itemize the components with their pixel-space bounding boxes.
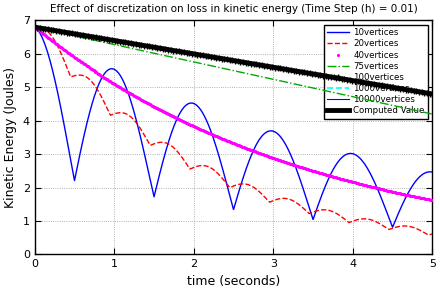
- 40vertices: [319, 172, 324, 175]
- 100vertices: [190, 52, 195, 55]
- Computed Value: [430, 92, 435, 96]
- 10vertices: [418, 174, 424, 177]
- 10vertices: [225, 187, 231, 191]
- 10vertices: [418, 174, 423, 178]
- 40vertices: [161, 110, 167, 114]
- 10vertices: [52, 79, 58, 82]
- 75vertices: [225, 68, 231, 71]
- 20vertices: [345, 220, 351, 223]
- Computed Value: [52, 29, 58, 32]
- 75vertices: [32, 25, 37, 29]
- 10000vertices: [418, 90, 423, 94]
- 40vertices: [430, 198, 435, 202]
- 75vertices: [345, 94, 350, 97]
- 1000vertices: [32, 25, 37, 29]
- 1000vertices: [418, 90, 423, 94]
- 10000vertices: [32, 25, 37, 29]
- Computed Value: [215, 56, 220, 60]
- Computed Value: [32, 25, 37, 29]
- 10000vertices: [345, 78, 350, 81]
- 75vertices: [52, 30, 58, 33]
- 1000vertices: [215, 56, 220, 60]
- Line: Computed Value: Computed Value: [35, 27, 433, 94]
- Computed Value: [418, 90, 423, 94]
- 10vertices: [390, 225, 395, 229]
- Line: 1000vertices: 1000vertices: [35, 27, 433, 94]
- 40vertices: [282, 160, 287, 164]
- 20vertices: [52, 40, 58, 43]
- 10000vertices: [418, 90, 423, 94]
- 40vertices: [321, 172, 326, 176]
- 20vertices: [426, 233, 431, 237]
- 100vertices: [307, 72, 312, 75]
- 100vertices: [163, 47, 168, 51]
- 1000vertices: [418, 90, 423, 94]
- 40vertices: [80, 61, 85, 65]
- 100vertices: [430, 92, 435, 96]
- Computed Value: [418, 90, 423, 94]
- 40vertices: [190, 124, 195, 127]
- 10000vertices: [215, 56, 220, 60]
- Computed Value: [345, 78, 350, 81]
- 40vertices: [32, 25, 37, 29]
- 1000vertices: [430, 92, 435, 96]
- 20vertices: [35, 25, 40, 29]
- 10vertices: [345, 152, 350, 156]
- Line: 20vertices: 20vertices: [35, 27, 433, 235]
- 10000vertices: [430, 92, 435, 96]
- 10vertices: [215, 150, 220, 153]
- 100vertices: [240, 60, 246, 64]
- 75vertices: [418, 110, 423, 113]
- 75vertices: [215, 65, 220, 69]
- Line: 10000vertices: 10000vertices: [35, 27, 433, 94]
- 100vertices: [360, 81, 366, 84]
- 1000vertices: [52, 29, 58, 32]
- 100vertices: [256, 63, 261, 67]
- Legend: 10vertices, 20vertices, 40vertices, 75vertices, 100vertices, 1000vertices, 10000: 10vertices, 20vertices, 40vertices, 75ve…: [324, 25, 428, 119]
- 1000vertices: [225, 58, 231, 61]
- Computed Value: [225, 58, 231, 61]
- 10vertices: [32, 25, 37, 29]
- Line: 40vertices: 40vertices: [33, 25, 434, 202]
- 1000vertices: [345, 78, 350, 81]
- 20vertices: [32, 25, 37, 29]
- 20vertices: [215, 172, 220, 175]
- Line: 100vertices: 100vertices: [32, 25, 435, 97]
- 20vertices: [226, 184, 231, 187]
- 20vertices: [418, 229, 424, 232]
- 20vertices: [430, 232, 435, 236]
- Title: Effect of discretization on loss in kinetic energy (Time Step (h) = 0.01): Effect of discretization on loss in kine…: [50, 4, 418, 14]
- 10vertices: [430, 170, 435, 174]
- Line: 10vertices: 10vertices: [35, 27, 433, 227]
- 100vertices: [32, 25, 37, 29]
- 75vertices: [418, 110, 423, 113]
- 20vertices: [418, 229, 423, 232]
- Line: 75vertices: 75vertices: [35, 27, 433, 114]
- 75vertices: [430, 112, 435, 116]
- 10000vertices: [52, 29, 58, 32]
- Y-axis label: Kinetic Energy (Joules): Kinetic Energy (Joules): [4, 67, 17, 208]
- X-axis label: time (seconds): time (seconds): [187, 275, 280, 288]
- 10000vertices: [225, 58, 231, 61]
